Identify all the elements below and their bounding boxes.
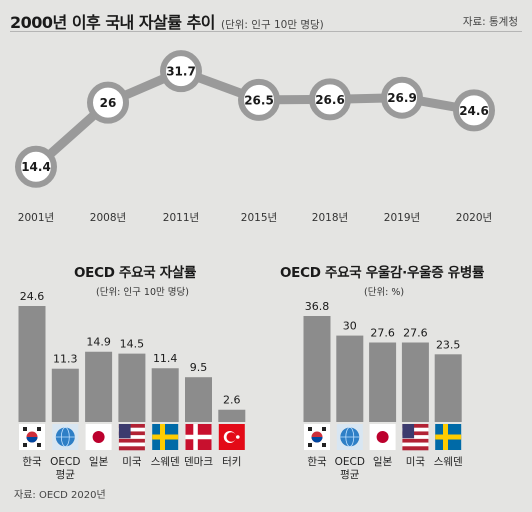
x-tick-label: 한국 [307, 456, 327, 468]
x-tick-label: 2015년 [241, 212, 277, 224]
oecd-globe-icon [336, 424, 363, 450]
bar-value-label: 27.6 [403, 327, 428, 340]
data-label: 24.6 [459, 104, 489, 118]
bar-value-label: 2.6 [223, 394, 241, 407]
x-tick-label: 스웨덴 [151, 456, 180, 468]
x-tick-label: 스웨덴 [434, 456, 463, 468]
bar-value-label: 11.4 [153, 352, 178, 365]
korea-flag-icon [19, 424, 45, 450]
data-point [87, 81, 129, 124]
data-label: 26.6 [315, 93, 345, 107]
bar-value-label: 23.5 [436, 338, 461, 351]
x-tick-label: 2001년 [18, 212, 54, 224]
x-tick-label: 2019년 [384, 212, 420, 224]
bar [151, 368, 179, 422]
x-tick-label: 2011년 [163, 212, 199, 224]
x-tick-label: 일본 [373, 455, 393, 468]
x-tick-label: OECD [50, 456, 80, 468]
x-tick-label: OECD [335, 456, 365, 468]
x-tick-label: 한국 [22, 456, 42, 468]
line-chart: 14.4 2001년 26 2008년 31.7 2011년 26.5 2015년 26.6 20… [15, 50, 495, 224]
bar-chart-2-unit: (단위: %) [364, 287, 405, 298]
japan-flag-icon [85, 424, 112, 450]
x-tick-label: 평균 [340, 469, 360, 481]
x-tick-label: 2018년 [312, 212, 348, 224]
bar [51, 368, 79, 422]
data-point [15, 145, 57, 188]
title-divider [10, 31, 522, 32]
x-tick-label: 덴마크 [184, 456, 213, 468]
japan-flag-icon [369, 424, 396, 450]
bar-value-label: 11.3 [53, 353, 78, 366]
page-title: 2000년 이후 국내 자살률 추이 (단위: 인구 10만 명당) [10, 9, 324, 33]
data-label: 26.9 [387, 91, 417, 105]
bar [336, 335, 364, 422]
bar [218, 409, 246, 422]
x-tick-label: 미국 [122, 456, 142, 468]
bar [18, 306, 46, 422]
data-point [381, 76, 423, 119]
bar [185, 377, 212, 422]
data-point [160, 50, 202, 93]
footer-source: 자료: OECD 2020년 [14, 490, 106, 501]
bar [85, 351, 113, 422]
x-tick-label: 평균 [56, 469, 76, 481]
bar [434, 354, 462, 422]
source-label: 자료: 통계청 [462, 16, 518, 28]
bar-value-label: 36.8 [305, 300, 330, 313]
sweden-flag-icon [435, 424, 462, 450]
data-label: 26.5 [244, 93, 274, 107]
bar-value-label: 14.5 [120, 338, 145, 351]
bar [303, 316, 331, 422]
data-point [238, 78, 280, 121]
bar-chart-1-title: OECD 주요국 자살률 [74, 265, 197, 281]
data-label: 31.7 [166, 65, 196, 79]
usa-flag-icon [118, 424, 145, 451]
data-label: 14.4 [21, 160, 51, 174]
oecd-globe-icon [52, 424, 79, 450]
data-point [309, 78, 351, 121]
bar [369, 342, 397, 422]
bar-value-label: 24.6 [20, 290, 45, 303]
x-tick-label: 미국 [406, 456, 426, 468]
x-tick-label: 일본 [89, 455, 109, 468]
bar [401, 342, 429, 422]
data-point [453, 89, 495, 132]
title-text: 2000년 이후 국내 자살률 추이 [10, 13, 216, 32]
bar-chart-2-title: OECD 주요국 우울감·우울증 유병률 [280, 265, 485, 281]
usa-flag-icon [402, 424, 429, 451]
turkey-flag-icon [218, 424, 245, 450]
bar-value-label: 9.5 [190, 361, 208, 374]
data-label: 26 [100, 96, 117, 110]
korea-flag-icon [304, 424, 330, 450]
bar-value-label: 27.6 [370, 327, 395, 340]
sweden-flag-icon [152, 424, 179, 450]
x-tick-label: 2008년 [90, 212, 126, 224]
title-unit: (단위: 인구 10만 명당) [221, 19, 324, 31]
denmark-flag-icon [185, 424, 212, 450]
bar [118, 353, 146, 422]
x-tick-label: 터키 [222, 456, 241, 468]
x-tick-label: 2020년 [456, 212, 492, 224]
bar-value-label: 14.9 [86, 336, 111, 349]
bar-value-label: 30 [343, 320, 357, 333]
bar-chart-1-unit: (단위: 인구 10만 명당) [96, 287, 189, 298]
